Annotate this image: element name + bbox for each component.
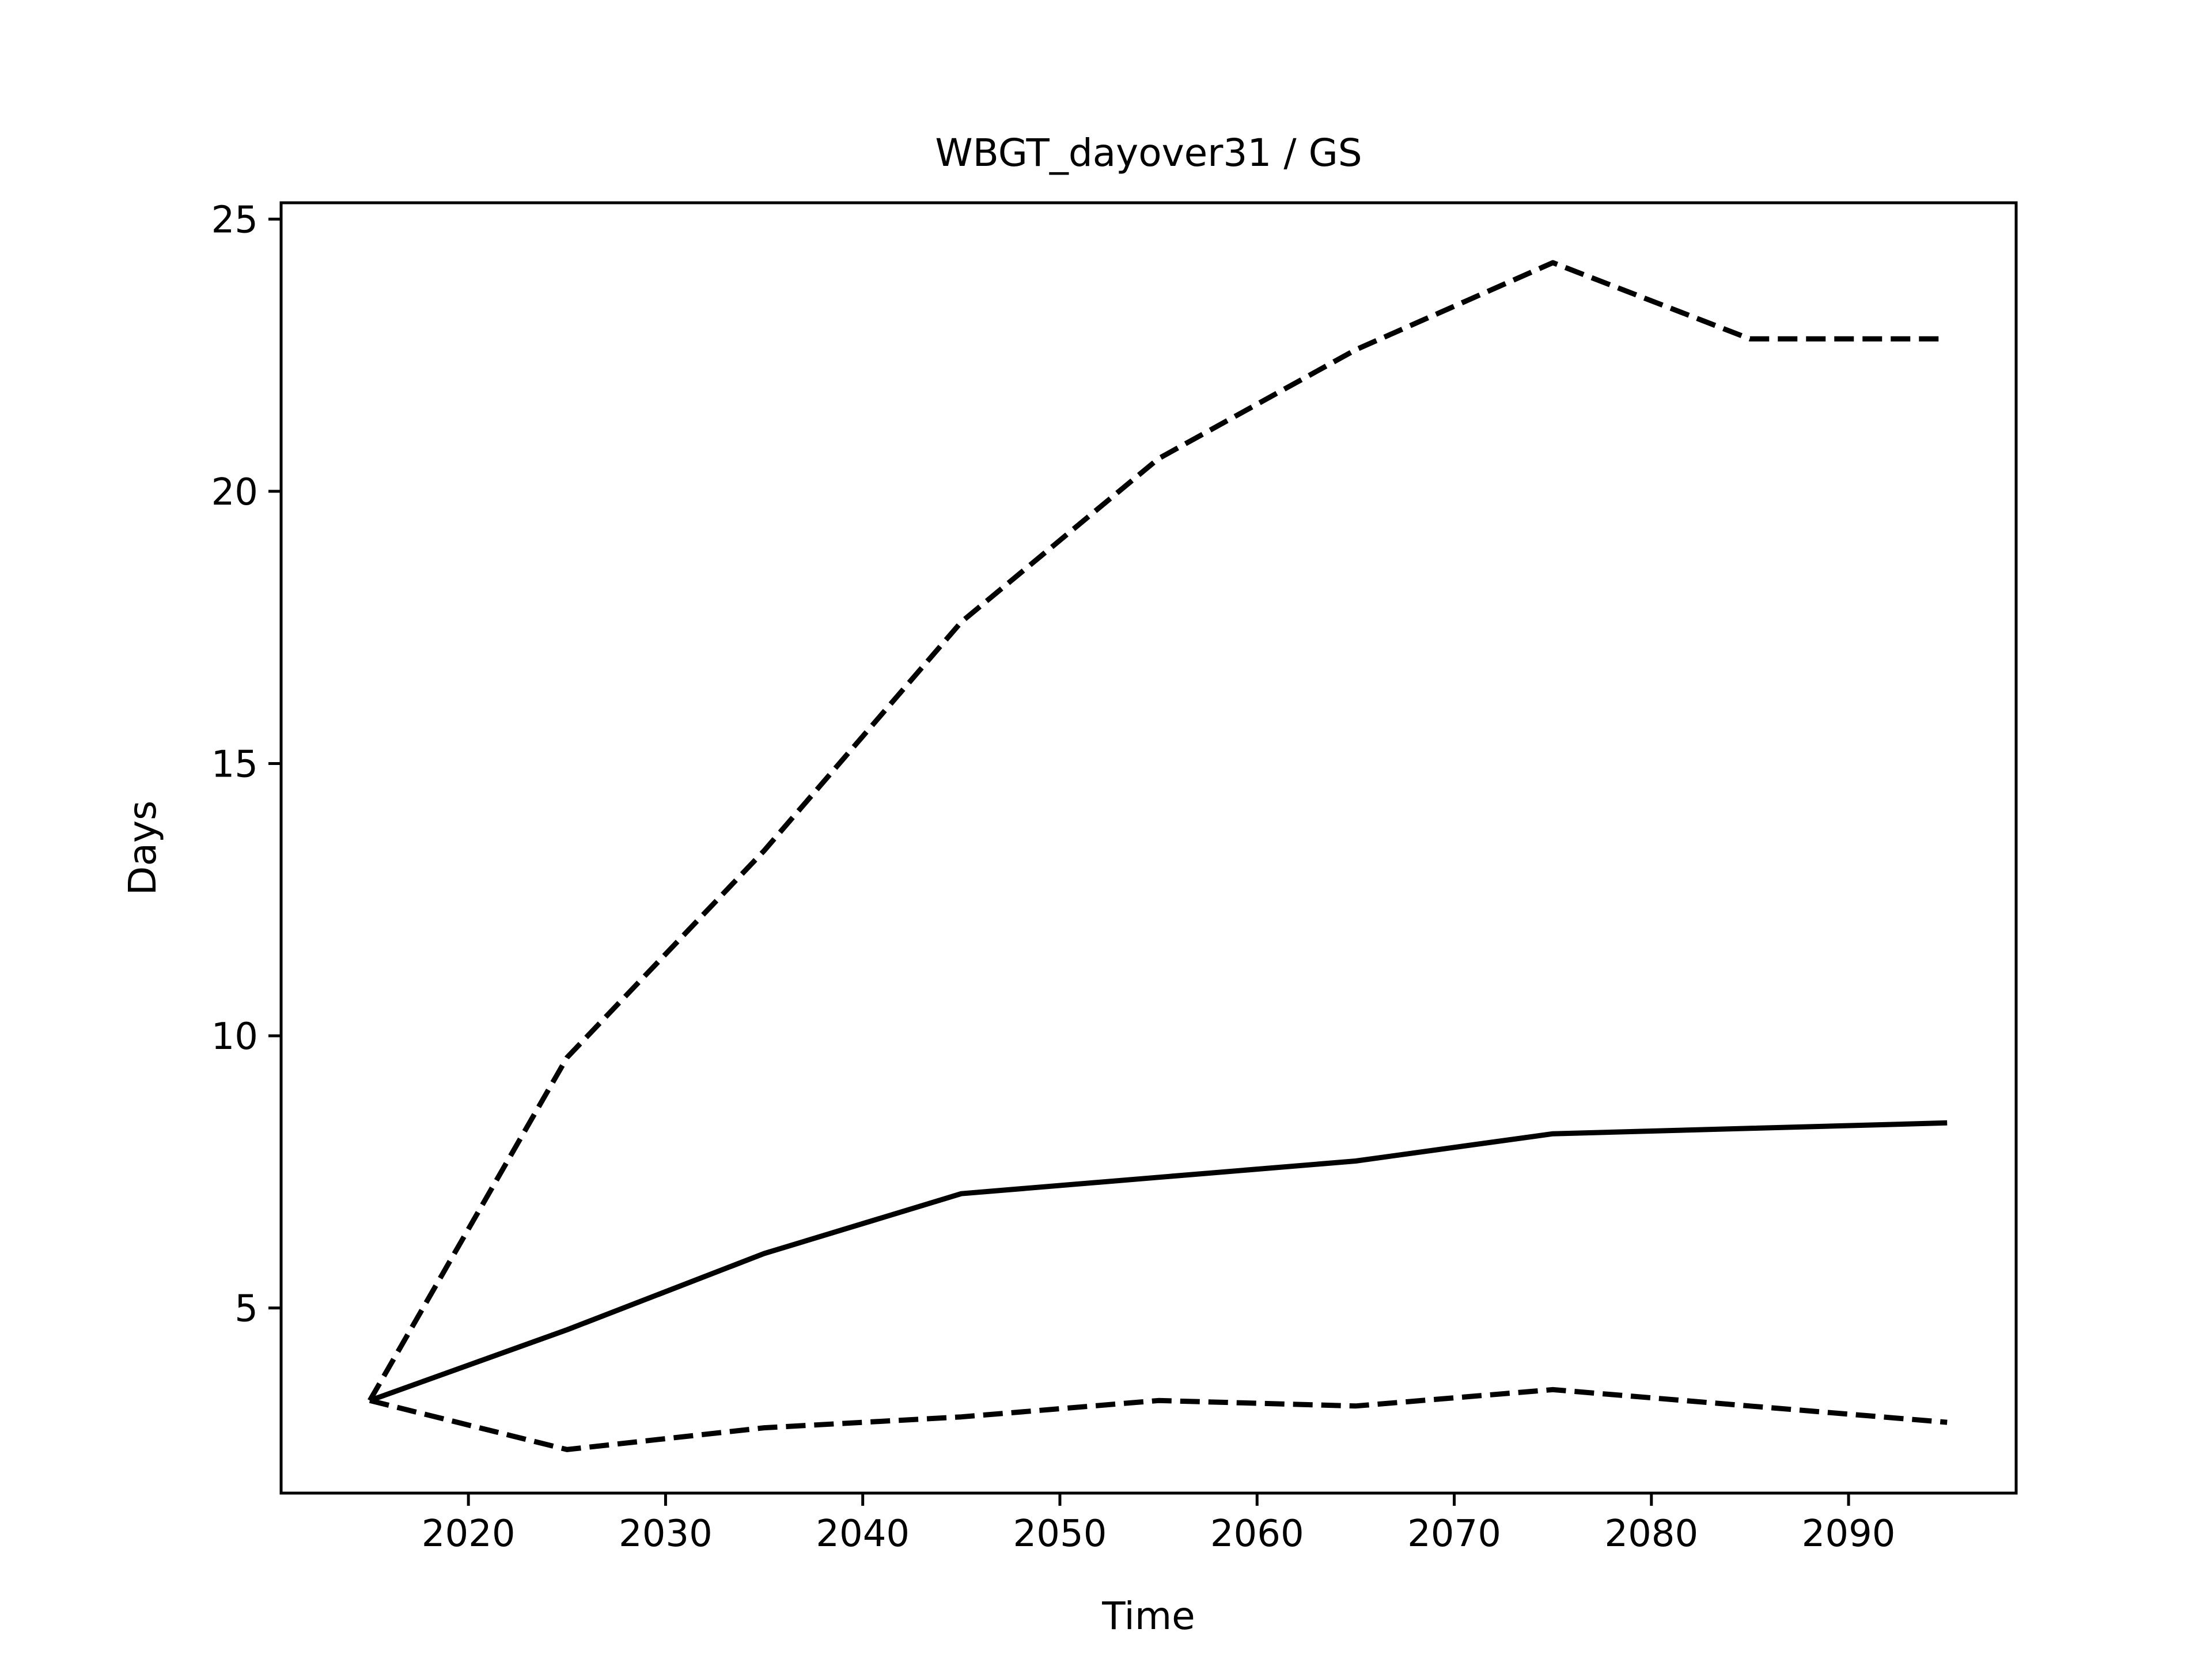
y-tick-label: 15 bbox=[211, 744, 258, 786]
x-tick-label: 2070 bbox=[1407, 1513, 1501, 1555]
x-tick-label: 2090 bbox=[1802, 1513, 1896, 1555]
x-tick-label: 2020 bbox=[422, 1513, 516, 1555]
x-tick-label: 2040 bbox=[816, 1513, 910, 1555]
upper-bound-line bbox=[368, 260, 1948, 1402]
median-line bbox=[369, 1120, 1948, 1403]
y-axis-label: Days bbox=[120, 801, 165, 896]
x-axis-label: Time bbox=[1101, 1594, 1195, 1638]
x-tick-label: 2080 bbox=[1604, 1513, 1698, 1555]
y-tick-label: 25 bbox=[211, 199, 258, 241]
plot-frame bbox=[279, 201, 2018, 1495]
x-tick-label: 2030 bbox=[619, 1513, 713, 1555]
lower-bound-line bbox=[369, 1387, 1948, 1452]
chart-title: WBGT_dayover31 / GS bbox=[935, 131, 1362, 175]
y-tick-label: 20 bbox=[211, 471, 258, 514]
ticks-layer: 2020 2030 2040 2050 2060 2070 2080 2090 5 10 15 20 2… bbox=[211, 199, 1896, 1555]
series-layer bbox=[368, 260, 1948, 1452]
x-tick-label: 2060 bbox=[1210, 1513, 1304, 1555]
x-tick-label: 2050 bbox=[1013, 1513, 1107, 1555]
y-tick-label: 10 bbox=[211, 1016, 258, 1058]
y-tick-label: 5 bbox=[234, 1288, 258, 1331]
